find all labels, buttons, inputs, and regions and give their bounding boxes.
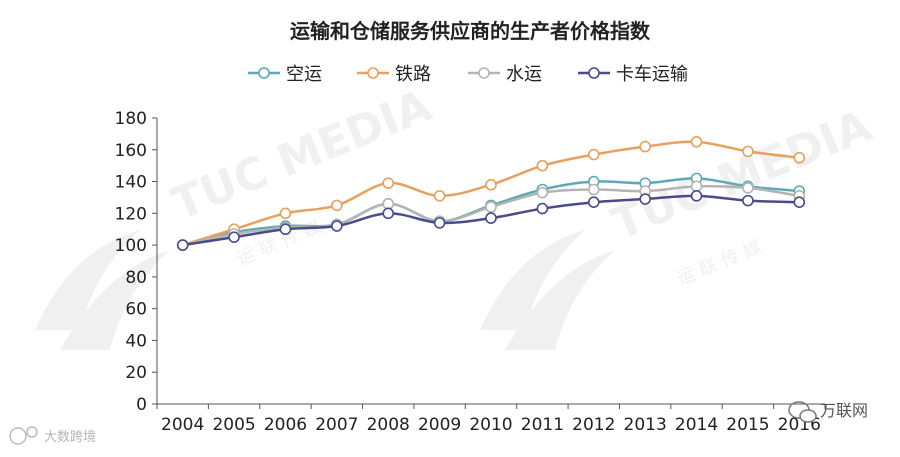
x-tick-label: 2010 <box>469 415 512 435</box>
series-layer <box>176 136 806 251</box>
x-tick-label: 2007 <box>315 415 358 435</box>
chart-legend: 空运 铁路 水运 卡车运输 <box>248 64 688 85</box>
x-tick-label: 2011 <box>521 415 564 435</box>
data-point <box>536 159 549 172</box>
data-point <box>536 202 549 215</box>
data-point <box>793 196 806 209</box>
watermark-sub-right: 运 联 传 媒 <box>674 237 765 290</box>
data-point <box>485 201 497 213</box>
legend-label: 卡车运输 <box>616 64 688 85</box>
bottom-left-watermark-text: 大数跨境 <box>44 430 96 445</box>
data-point <box>587 196 600 209</box>
data-point <box>485 178 497 191</box>
y-tick-label: 100 <box>115 236 147 256</box>
y-tick-label: 180 <box>115 109 147 129</box>
data-point <box>279 223 292 236</box>
x-tick-label: 2005 <box>212 415 255 435</box>
data-point <box>742 145 754 158</box>
data-point <box>587 148 600 161</box>
legend-swatch-marker <box>588 67 600 79</box>
legend-swatch-marker <box>478 67 490 79</box>
data-point <box>382 198 395 210</box>
y-tick-label: 160 <box>115 141 147 161</box>
y-tick-label: 40 <box>125 331 147 351</box>
y-tick-label: 120 <box>115 204 147 224</box>
data-point <box>690 180 703 193</box>
bottom-right-watermark: 万联网 <box>788 401 868 423</box>
data-point <box>433 190 446 202</box>
bottom-left-watermark: 大数跨境 <box>9 426 96 445</box>
data-point <box>639 193 651 205</box>
data-point <box>690 136 703 148</box>
data-point <box>690 190 703 202</box>
data-point <box>382 207 395 220</box>
bottom-right-watermark-text: 万联网 <box>820 401 868 420</box>
series-2 <box>176 136 806 251</box>
weibo-logo-icon-inner <box>26 426 38 438</box>
x-tick-label: 2008 <box>367 415 410 435</box>
data-point <box>536 186 549 199</box>
legend-swatch-marker <box>367 67 379 79</box>
chart-title: 运输和仓储服务供应商的生产者价格指数 <box>290 19 651 43</box>
x-tick-label: 2009 <box>418 415 461 435</box>
x-tick-label: 2015 <box>726 415 769 435</box>
x-tick-label: 2012 <box>572 415 615 435</box>
x-tick-label: 2006 <box>264 415 307 435</box>
watermark-swoosh-left-icon <box>35 230 170 350</box>
chart-axes: 0 20 40 60 80 100 120 140 160 180 2004 2005 2006 2007… <box>115 109 826 435</box>
data-point <box>176 239 189 251</box>
data-point <box>587 183 600 196</box>
data-point <box>331 199 343 212</box>
data-point <box>485 212 497 224</box>
y-tick-label: 20 <box>125 363 147 383</box>
data-point <box>742 194 754 207</box>
data-point <box>382 177 395 189</box>
weibo-logo-icon <box>9 427 27 445</box>
legend-label: 水运 <box>506 64 542 85</box>
watermark-swoosh-right-icon <box>480 230 615 350</box>
y-tick-label: 140 <box>115 173 147 193</box>
data-point <box>639 140 651 153</box>
watermark-layer: TUC MEDIA 运 联 传 媒 TUC MEDIA 运 联 传 媒 <box>35 80 878 350</box>
x-tick-label: 2014 <box>675 415 718 435</box>
x-tick-label: 2004 <box>161 415 204 435</box>
legend-label: 空运 <box>286 64 322 85</box>
watermark-text-left: TUC MEDIA <box>165 80 438 230</box>
watermark-text-right: TUC MEDIA <box>605 100 878 250</box>
data-point <box>331 220 343 232</box>
data-point <box>279 207 292 220</box>
data-point <box>793 151 806 164</box>
data-point <box>433 217 446 229</box>
legend-swatch-marker <box>258 67 270 79</box>
y-tick-label: 80 <box>125 268 147 288</box>
x-tick-label: 2013 <box>624 415 667 435</box>
series-4 <box>176 190 806 251</box>
y-tick-label: 60 <box>125 300 147 320</box>
legend-label: 铁路 <box>395 64 431 85</box>
data-point <box>228 231 240 243</box>
wechat-logo-icon-inner <box>799 409 817 423</box>
y-tick-label: 0 <box>136 395 147 415</box>
data-point <box>742 182 754 194</box>
